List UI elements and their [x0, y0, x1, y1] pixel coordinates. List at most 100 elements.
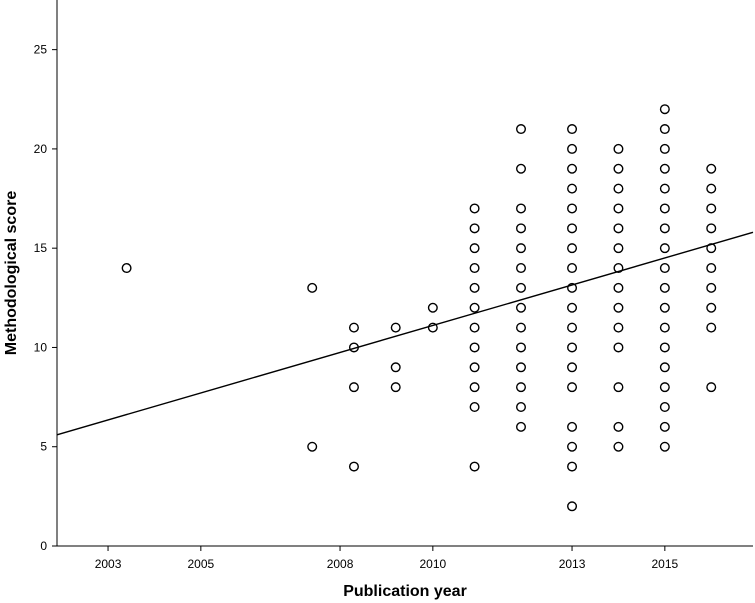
data-point — [567, 263, 578, 274]
data-point — [706, 302, 717, 313]
data-point — [516, 243, 527, 254]
data-point — [516, 223, 527, 234]
data-point — [613, 143, 624, 154]
data-point — [516, 203, 527, 214]
data-point — [469, 461, 480, 472]
data-point — [469, 322, 480, 333]
x-tick-label: 2003 — [95, 557, 122, 571]
y-tick-label: 5 — [40, 440, 47, 454]
x-tick-label: 2013 — [559, 557, 586, 571]
data-point — [307, 441, 318, 452]
data-point — [567, 322, 578, 333]
data-point — [567, 362, 578, 373]
data-point — [390, 322, 401, 333]
data-point — [613, 342, 624, 353]
x-tick-label: 2010 — [419, 557, 446, 571]
data-point — [659, 421, 670, 432]
data-point — [567, 223, 578, 234]
data-point — [659, 104, 670, 115]
axes-group — [56, 0, 753, 547]
data-point — [469, 263, 480, 274]
data-point — [516, 342, 527, 353]
data-point — [613, 163, 624, 174]
data-point — [469, 402, 480, 413]
data-point — [348, 461, 359, 472]
data-point — [613, 382, 624, 393]
fit-line-group — [56, 231, 754, 436]
data-point — [516, 402, 527, 413]
data-point — [567, 282, 578, 293]
data-point — [469, 382, 480, 393]
data-point — [659, 163, 670, 174]
data-point — [659, 282, 670, 293]
data-point — [567, 461, 578, 472]
data-point — [121, 263, 132, 274]
data-point — [706, 382, 717, 393]
data-point — [567, 382, 578, 393]
data-point — [469, 243, 480, 254]
data-point — [659, 362, 670, 373]
data-point — [706, 163, 717, 174]
data-point — [659, 441, 670, 452]
data-point — [469, 223, 480, 234]
data-point — [659, 203, 670, 214]
data-point — [659, 382, 670, 393]
data-point — [469, 282, 480, 293]
y-ticks-group: 0 5 10 15 20 25 — [34, 43, 57, 553]
data-point — [659, 143, 670, 154]
y-axis-title: Methodological score — [3, 191, 20, 356]
data-point — [659, 243, 670, 254]
data-point — [613, 421, 624, 432]
data-point — [706, 263, 717, 274]
data-point — [706, 243, 717, 254]
data-point — [706, 282, 717, 293]
data-point — [567, 243, 578, 254]
data-point — [613, 203, 624, 214]
fit-line — [56, 231, 754, 436]
data-point — [567, 183, 578, 194]
data-point — [659, 183, 670, 194]
y-tick-label: 15 — [34, 241, 48, 255]
data-point — [516, 124, 527, 135]
data-point — [516, 382, 527, 393]
y-tick-label: 10 — [34, 340, 48, 354]
data-point — [516, 322, 527, 333]
data-point — [427, 322, 438, 333]
data-point — [567, 143, 578, 154]
data-point — [469, 362, 480, 373]
x-axis-title: Publication year — [343, 583, 467, 600]
data-points-group — [121, 104, 717, 512]
data-point — [427, 302, 438, 313]
x-tick-label: 2008 — [327, 557, 354, 571]
data-point — [613, 282, 624, 293]
data-point — [567, 501, 578, 512]
data-point — [516, 421, 527, 432]
y-tick-label: 0 — [40, 539, 47, 553]
x-tick-label: 2015 — [651, 557, 678, 571]
y-tick-label: 20 — [34, 142, 48, 156]
data-point — [469, 302, 480, 313]
data-point — [469, 342, 480, 353]
data-point — [307, 282, 318, 293]
data-point — [659, 302, 670, 313]
data-point — [706, 223, 717, 234]
data-point — [567, 203, 578, 214]
data-point — [613, 263, 624, 274]
data-point — [567, 441, 578, 452]
data-point — [659, 402, 670, 413]
data-point — [348, 322, 359, 333]
data-point — [613, 183, 624, 194]
data-point — [390, 382, 401, 393]
data-point — [659, 322, 670, 333]
y-tick-label: 25 — [34, 43, 48, 57]
data-point — [516, 282, 527, 293]
data-point — [659, 263, 670, 274]
data-point — [613, 441, 624, 452]
data-point — [567, 124, 578, 135]
data-point — [613, 302, 624, 313]
data-point — [567, 163, 578, 174]
data-point — [469, 203, 480, 214]
data-point — [348, 382, 359, 393]
data-point — [613, 243, 624, 254]
